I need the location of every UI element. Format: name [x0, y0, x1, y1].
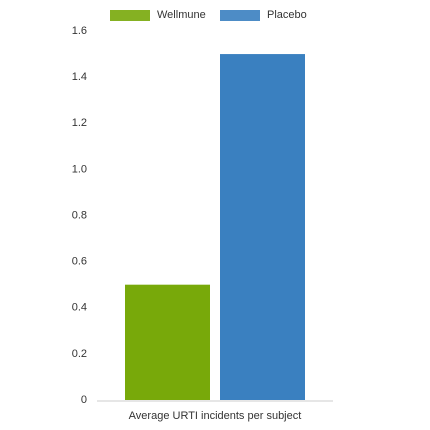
- y-tick-label: 1.2: [72, 117, 87, 129]
- y-tick-label: 0.4: [72, 302, 87, 314]
- y-tick-label: 0: [81, 394, 87, 406]
- bar: [220, 54, 305, 400]
- legend-swatch: [220, 10, 260, 21]
- x-tick-label: Average URTI incidents per subject: [129, 410, 302, 422]
- y-tick-label: 1.0: [72, 163, 87, 175]
- legend-swatch: [110, 10, 150, 21]
- y-tick-label: 0.6: [72, 256, 87, 268]
- bar: [125, 284, 210, 400]
- legend-label: Placebo: [267, 9, 307, 21]
- legend-label: Wellmune: [157, 9, 206, 21]
- y-tick-label: 1.6: [72, 25, 87, 37]
- y-tick-label: 0.2: [72, 348, 87, 360]
- y-tick-label: 0.8: [72, 209, 87, 221]
- y-tick-label: 1.4: [72, 71, 87, 83]
